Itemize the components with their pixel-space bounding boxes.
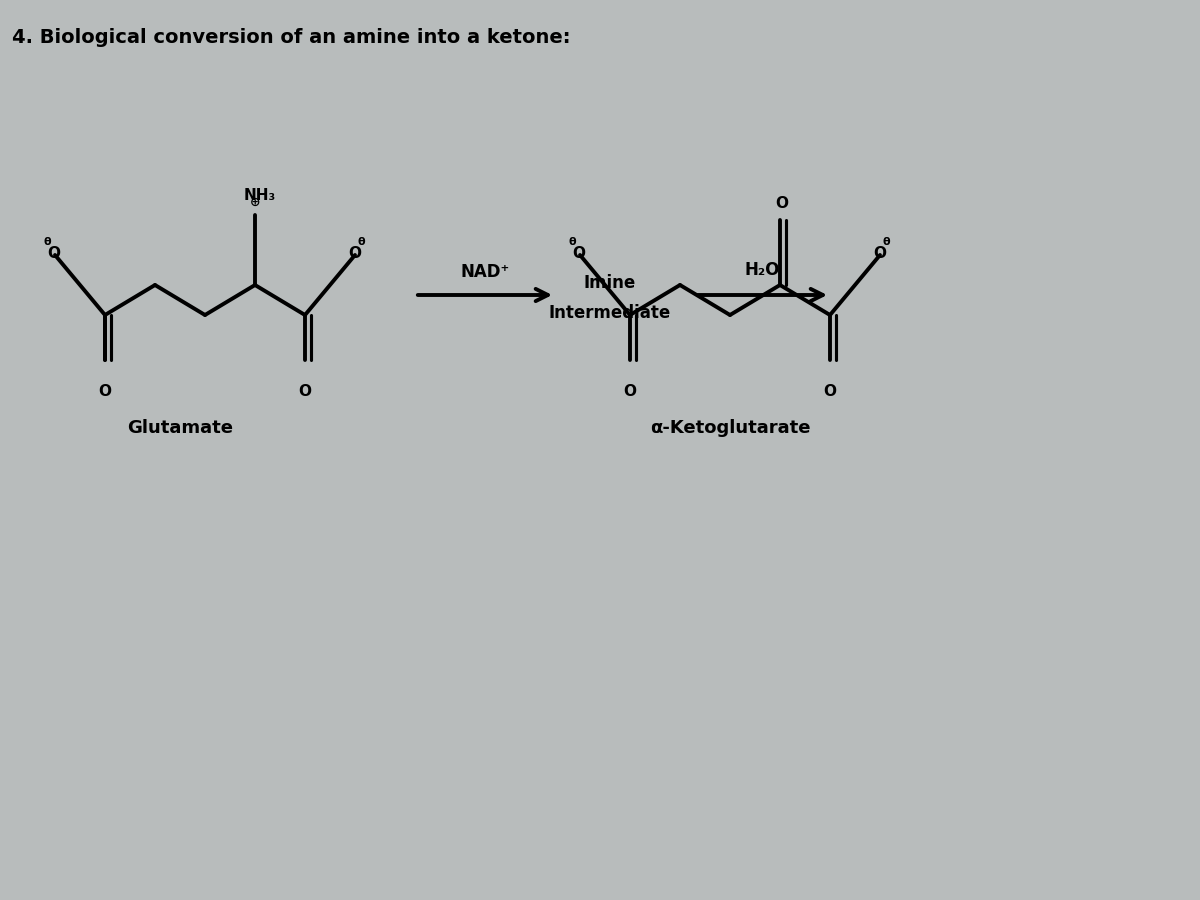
Text: NH₃: NH₃ [244,187,276,202]
Text: θ: θ [882,237,890,247]
Text: O: O [48,246,60,260]
Text: O: O [624,384,636,400]
Text: ⊕: ⊕ [250,195,260,209]
Text: O: O [572,246,586,260]
Text: O: O [98,384,112,400]
Text: 4. Biological conversion of an amine into a ketone:: 4. Biological conversion of an amine int… [12,28,570,47]
Text: α-Ketoglutarate: α-Ketoglutarate [649,419,810,437]
Text: O: O [874,246,887,260]
Text: H₂O: H₂O [745,261,780,279]
Text: Imine: Imine [584,274,636,292]
Text: O: O [775,195,788,211]
Text: θ: θ [43,237,50,247]
Text: Intermediate: Intermediate [548,304,671,322]
Text: θ: θ [568,237,576,247]
Text: O: O [299,384,312,400]
Text: θ: θ [358,237,365,247]
Text: Glutamate: Glutamate [127,419,233,437]
Text: O: O [348,246,361,260]
Text: O: O [823,384,836,400]
Text: NAD⁺: NAD⁺ [461,263,510,281]
